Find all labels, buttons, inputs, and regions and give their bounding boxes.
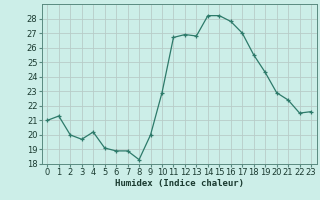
X-axis label: Humidex (Indice chaleur): Humidex (Indice chaleur) [115,179,244,188]
